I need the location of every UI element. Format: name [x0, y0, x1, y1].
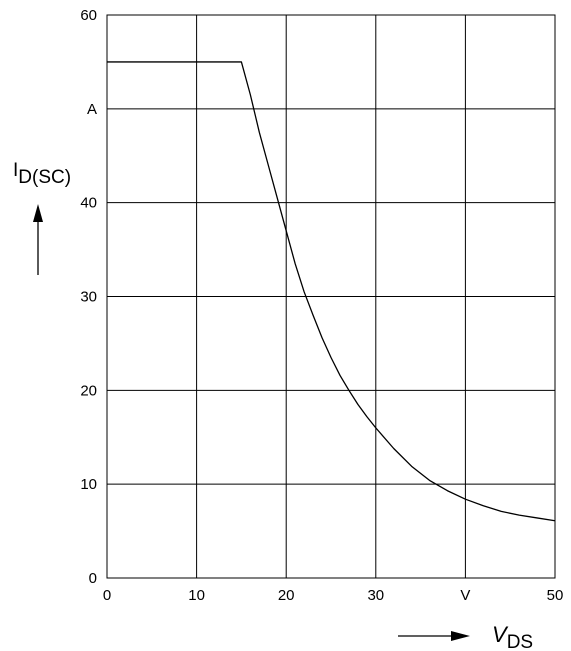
- y-tick-labels: 0 10 20 30 40 A 60: [80, 7, 97, 587]
- x-tick-label: 30: [367, 587, 384, 604]
- series-layer: [107, 61, 556, 522]
- x-tick-label: 20: [278, 587, 295, 604]
- plot-border: [106, 14, 556, 579]
- series-line-0: [107, 61, 556, 522]
- y-tick-label: 30: [80, 289, 97, 306]
- x-tick-label: 10: [188, 587, 205, 604]
- plot-frame: [106, 14, 556, 579]
- x-tick-label: V: [460, 587, 470, 604]
- y-tick-label: 0: [89, 570, 97, 587]
- y-tick-label: 10: [80, 476, 97, 493]
- svg-text:ID(SC): ID(SC): [13, 160, 71, 188]
- x-tick-labels: 0 10 20 30 V 50: [103, 587, 564, 604]
- x-axis-label: VDS: [398, 622, 533, 651]
- y-axis-label: ID(SC): [13, 160, 71, 275]
- x-tick-label: 0: [103, 587, 111, 604]
- x-axis-arrow: [398, 631, 470, 641]
- svg-text:VDS: VDS: [492, 622, 533, 651]
- y-axis-subscript: D(SC): [18, 167, 71, 188]
- y-tick-label: 40: [80, 195, 97, 212]
- x-axis-symbol: V: [492, 622, 509, 647]
- y-tick-label: A: [87, 101, 97, 118]
- y-tick-label: 20: [80, 382, 97, 399]
- x-tick-label: 50: [547, 587, 564, 604]
- y-axis-symbol: I: [13, 160, 18, 181]
- y-axis-arrow: [33, 204, 43, 275]
- x-axis-subscript: DS: [507, 632, 533, 651]
- grid-lines: [107, 15, 555, 578]
- y-tick-label: 60: [80, 7, 97, 24]
